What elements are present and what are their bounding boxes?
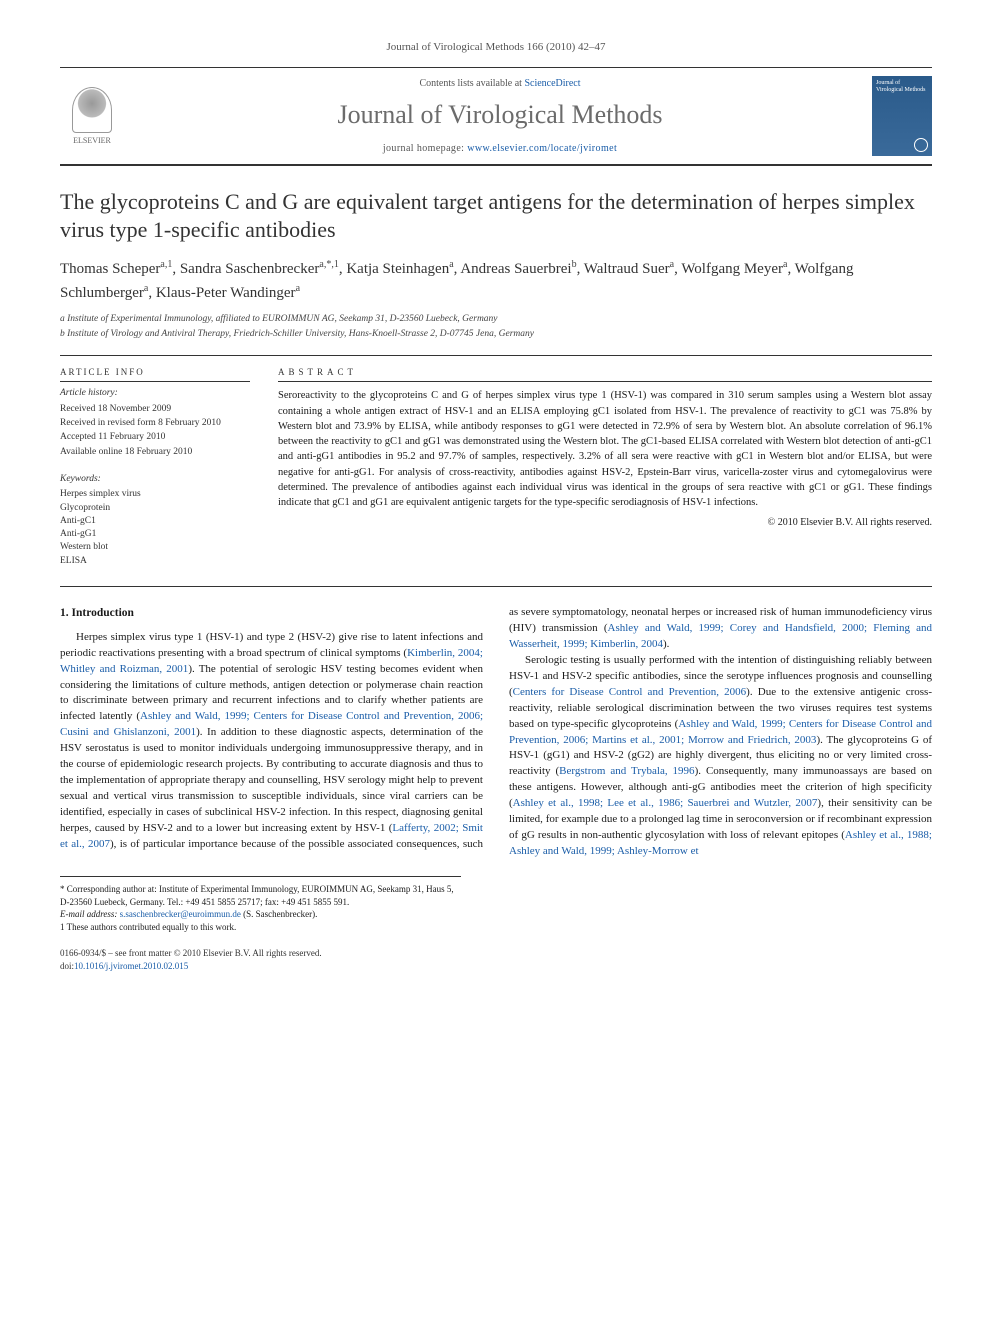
footer-meta: 0166-0934/$ – see front matter © 2010 El… xyxy=(60,947,932,972)
email-line: E-mail address: s.saschenbrecker@euroimm… xyxy=(60,908,461,921)
affiliation-b: b Institute of Virology and Antiviral Th… xyxy=(60,327,932,341)
article-title: The glycoproteins C and G are equivalent… xyxy=(60,188,932,243)
homepage-link[interactable]: www.elsevier.com/locate/jviromet xyxy=(467,143,617,154)
abstract-text: Seroreactivity to the glycoproteins C an… xyxy=(278,388,932,510)
keyword: Anti-gG1 xyxy=(60,528,250,541)
homepage-line: journal homepage: www.elsevier.com/locat… xyxy=(140,142,860,156)
email-link[interactable]: s.saschenbrecker@euroimmun.de xyxy=(120,909,241,919)
affiliation-a: a Institute of Experimental Immunology, … xyxy=(60,312,932,326)
history-line: Received in revised form 8 February 2010 xyxy=(60,417,250,430)
sciencedirect-link[interactable]: ScienceDirect xyxy=(524,78,580,89)
keyword: Western blot xyxy=(60,541,250,554)
equal-contribution-note: 1 These authors contributed equally to t… xyxy=(60,921,461,934)
elsevier-label: ELSEVIER xyxy=(73,135,111,146)
email-suffix: (S. Saschenbrecker). xyxy=(241,909,317,919)
body-text: 1. Introduction Herpes simplex virus typ… xyxy=(60,605,932,860)
contents-prefix: Contents lists available at xyxy=(419,78,524,89)
journal-banner: ELSEVIER Contents lists available at Sci… xyxy=(60,67,932,166)
citation-link[interactable]: Ashley et al., 1998; Lee et al., 1986; S… xyxy=(513,797,818,809)
history-line: Received 18 November 2009 xyxy=(60,403,250,416)
abstract-copyright: © 2010 Elsevier B.V. All rights reserved… xyxy=(278,516,932,530)
author-list: Thomas Schepera,1, Sandra Saschenbrecker… xyxy=(60,257,932,304)
affiliations: a Institute of Experimental Immunology, … xyxy=(60,312,932,341)
journal-cover-thumbnail: Journal of Virological Methods xyxy=(872,76,932,156)
keyword: ELISA xyxy=(60,555,250,568)
elsevier-logo: ELSEVIER xyxy=(60,80,124,152)
doi-label: doi: xyxy=(60,961,74,971)
doi-link[interactable]: 10.1016/j.jviromet.2010.02.015 xyxy=(74,961,188,971)
abstract-heading: ABSTRACT xyxy=(278,366,932,383)
keywords-label: Keywords: xyxy=(60,473,250,486)
elsevier-tree-icon xyxy=(72,87,112,133)
section-heading: 1. Introduction xyxy=(60,605,483,622)
doi-line: doi:10.1016/j.jviromet.2010.02.015 xyxy=(60,960,932,973)
divider xyxy=(60,586,932,587)
corresponding-author-note: * Corresponding author at: Institute of … xyxy=(60,883,461,908)
keyword: Anti-gC1 xyxy=(60,515,250,528)
paragraph: Serologic testing is usually performed w… xyxy=(509,653,932,860)
footnotes: * Corresponding author at: Institute of … xyxy=(60,876,461,933)
keyword: Herpes simplex virus xyxy=(60,488,250,501)
homepage-prefix: journal homepage: xyxy=(383,143,467,154)
contents-line: Contents lists available at ScienceDirec… xyxy=(140,77,860,91)
text-run: ). xyxy=(663,638,669,650)
abstract-column: ABSTRACT Seroreactivity to the glycoprot… xyxy=(278,366,932,568)
citation-link[interactable]: Centers for Disease Control and Preventi… xyxy=(513,686,747,698)
front-matter-line: 0166-0934/$ – see front matter © 2010 El… xyxy=(60,947,932,960)
article-info-heading: ARTICLE INFO xyxy=(60,366,250,383)
cover-title: Journal of Virological Methods xyxy=(876,80,928,93)
meta-abstract-row: ARTICLE INFO Article history: Received 1… xyxy=(60,366,932,568)
cover-mark-icon xyxy=(914,138,928,152)
keyword: Glycoprotein xyxy=(60,502,250,515)
email-label: E-mail address: xyxy=(60,909,120,919)
journal-name: Journal of Virological Methods xyxy=(140,97,860,133)
history-label: Article history: xyxy=(60,387,250,400)
text-run: ). In addition to these diagnostic aspec… xyxy=(60,726,483,834)
running-header: Journal of Virological Methods 166 (2010… xyxy=(60,40,932,55)
history-line: Accepted 11 February 2010 xyxy=(60,431,250,444)
banner-center: Contents lists available at ScienceDirec… xyxy=(140,77,860,155)
divider xyxy=(60,355,932,356)
citation-link[interactable]: Bergstrom and Trybala, 1996 xyxy=(559,765,694,777)
article-info-column: ARTICLE INFO Article history: Received 1… xyxy=(60,366,250,568)
history-line: Available online 18 February 2010 xyxy=(60,446,250,459)
